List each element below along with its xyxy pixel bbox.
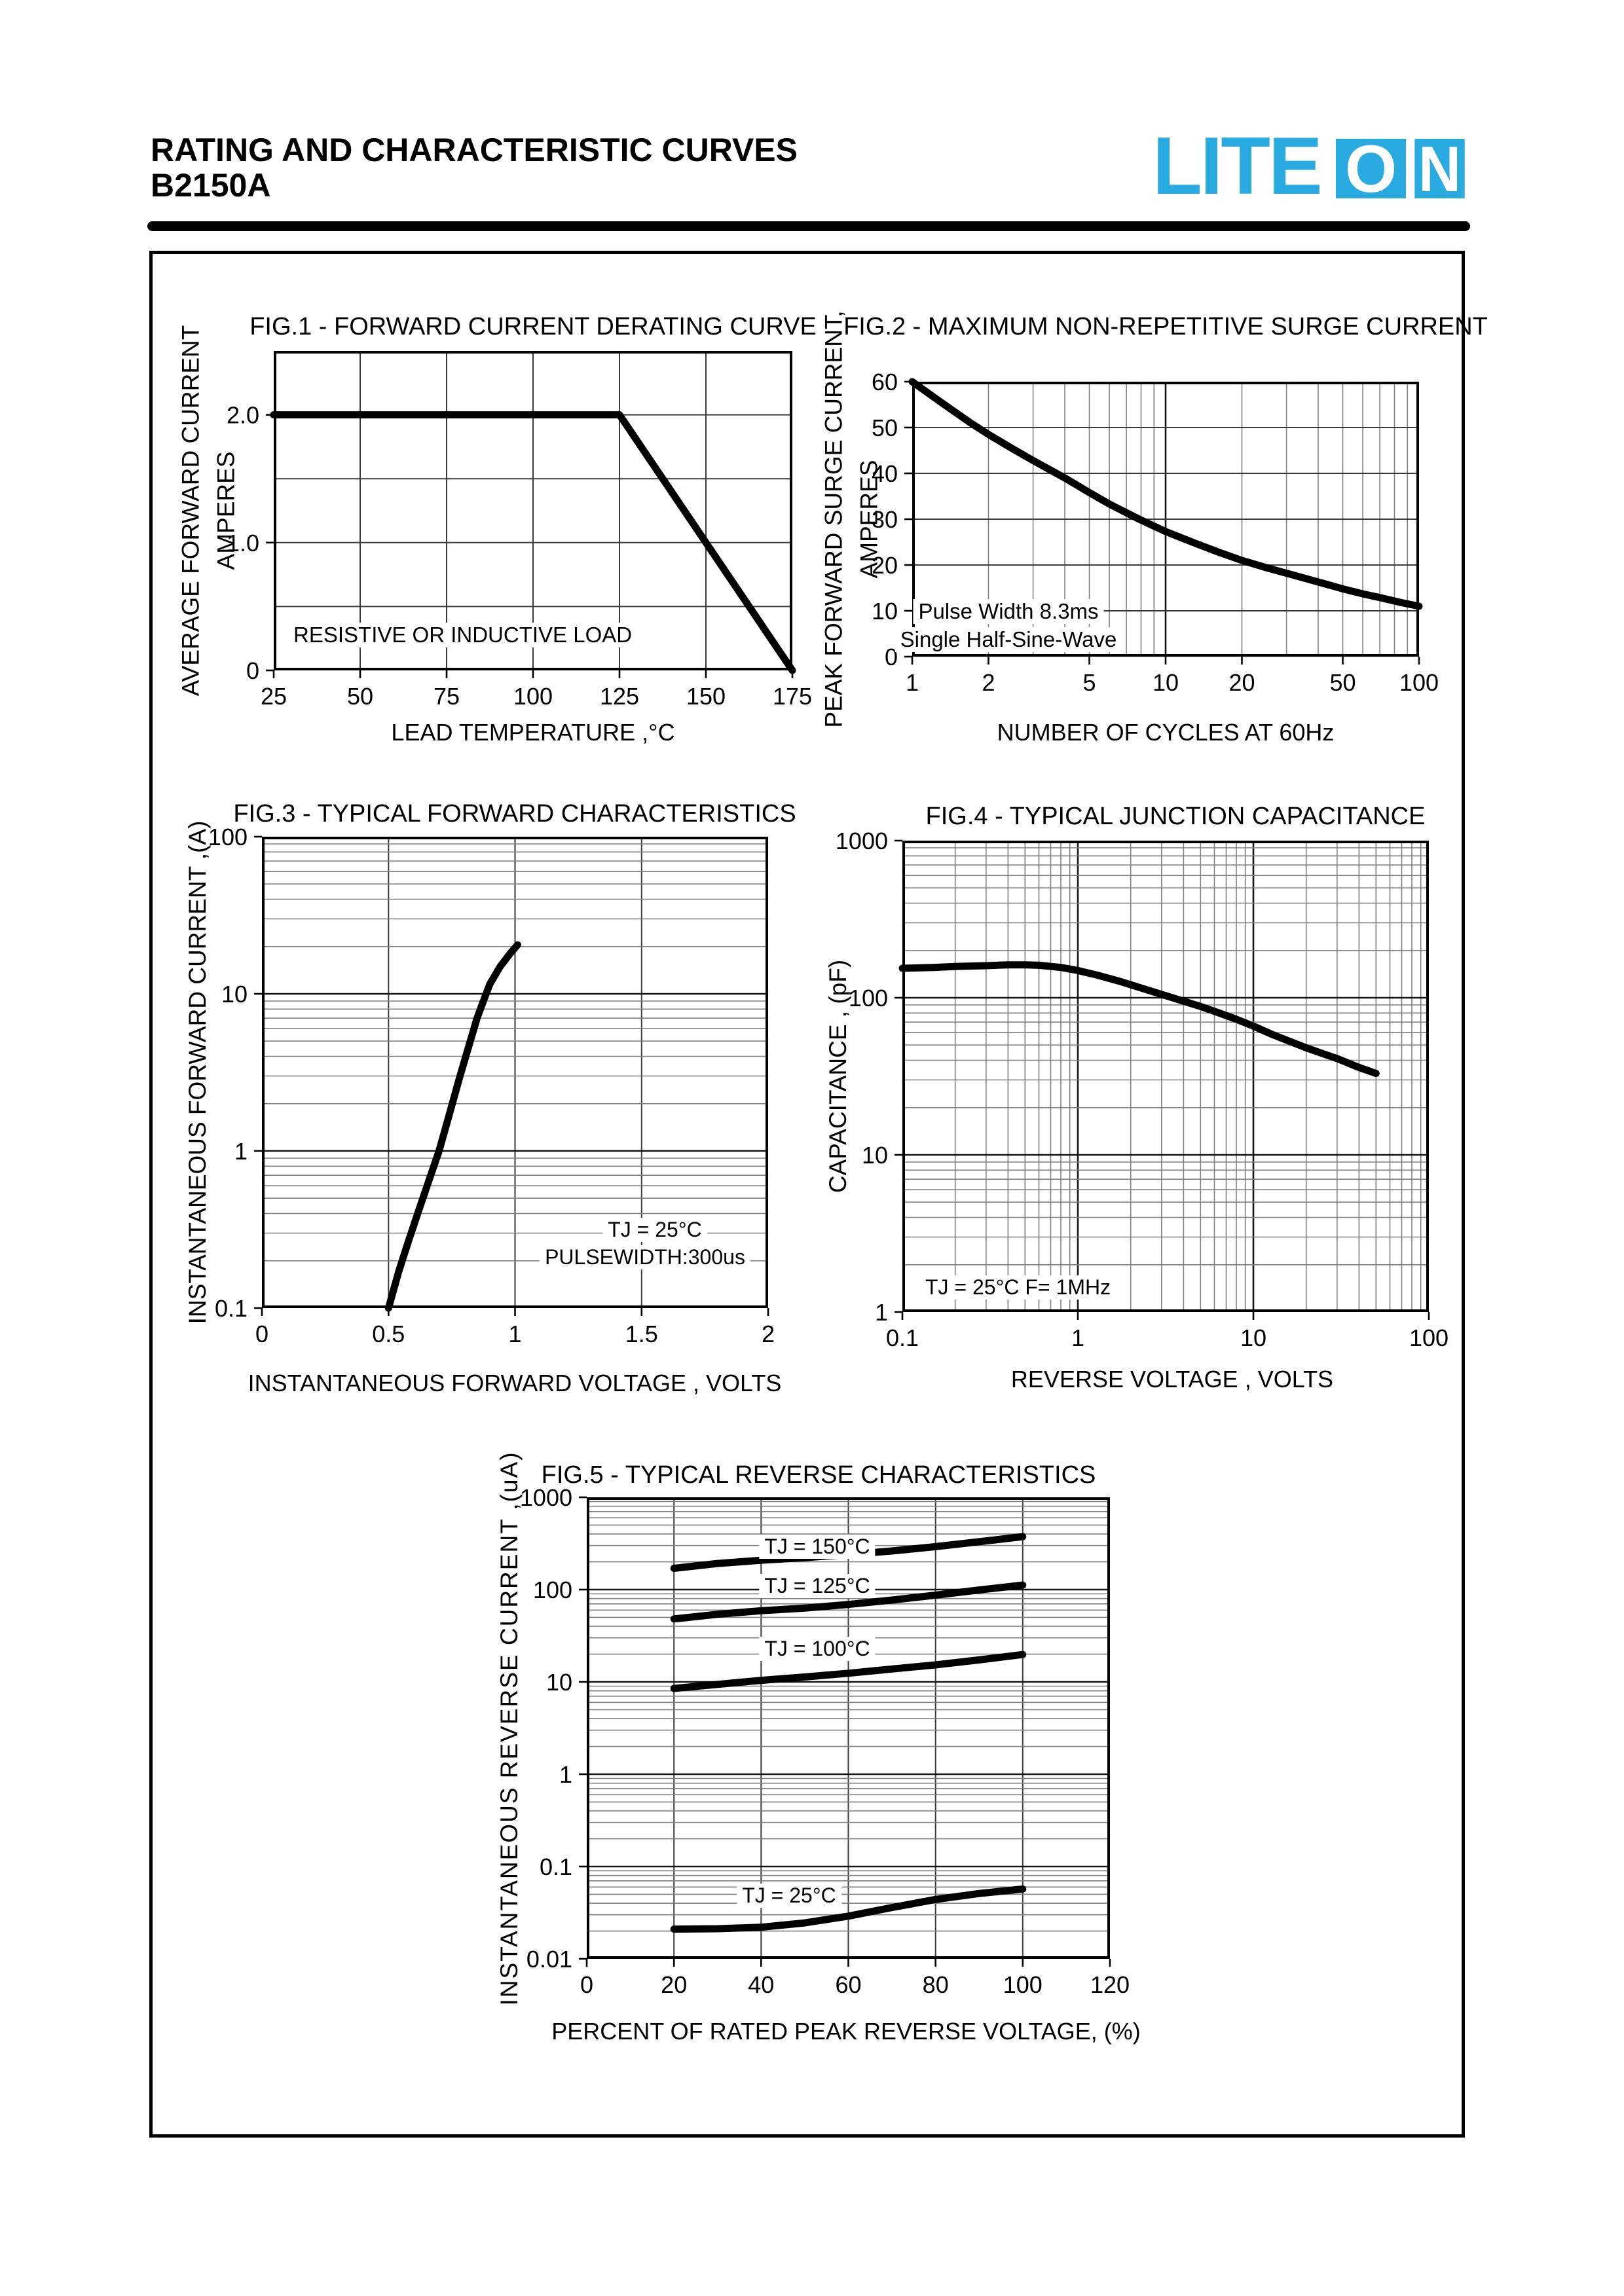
svg-text:1: 1 bbox=[1071, 1324, 1084, 1351]
svg-text:1: 1 bbox=[234, 1138, 248, 1165]
svg-text:0: 0 bbox=[885, 644, 898, 670]
svg-text:10: 10 bbox=[546, 1669, 572, 1696]
svg-text:150: 150 bbox=[686, 683, 726, 710]
svg-text:1: 1 bbox=[508, 1321, 521, 1347]
fig2-xaxis-title: NUMBER OF CYCLES AT 60Hz bbox=[997, 719, 1335, 746]
svg-text:100: 100 bbox=[513, 683, 553, 710]
fig3-title: FIG.3 - TYPICAL FORWARD CHARACTERISTICS bbox=[233, 800, 796, 828]
svg-text:1: 1 bbox=[559, 1761, 572, 1788]
svg-text:80: 80 bbox=[923, 1971, 949, 1998]
svg-text:0: 0 bbox=[246, 657, 259, 684]
svg-text:1000: 1000 bbox=[520, 1484, 572, 1511]
svg-text:120: 120 bbox=[1090, 1971, 1130, 1998]
svg-text:60: 60 bbox=[835, 1971, 861, 1998]
fig5-curve-label-100c: TJ = 100°C bbox=[759, 1637, 876, 1661]
fig4-xaxis-title: REVERSE VOLTAGE , VOLTS bbox=[1010, 1366, 1334, 1393]
fig5-plot: 0 20 40 60 80 100 120 0.01 0.1 1 10 100 1000 bbox=[520, 1484, 1130, 1998]
svg-text:10: 10 bbox=[221, 981, 248, 1008]
logo-text-lite: LITE bbox=[1153, 121, 1323, 211]
svg-text:2.0: 2.0 bbox=[227, 402, 259, 429]
svg-text:0.1: 0.1 bbox=[215, 1295, 248, 1322]
svg-text:5: 5 bbox=[1082, 669, 1096, 696]
svg-text:1: 1 bbox=[906, 669, 919, 696]
svg-text:50: 50 bbox=[347, 683, 373, 710]
svg-text:1.5: 1.5 bbox=[625, 1321, 658, 1347]
fig1-xaxis-title: LEAD TEMPERATURE ,°C bbox=[391, 719, 675, 746]
fig2-yaxis-title: PEAK FORWARD SURGE CURRENT, AMPERES bbox=[820, 310, 882, 728]
fig5-yaxis-title: INSTANTANEOUS REVERSE CURRENT ,(uA) bbox=[496, 1451, 523, 2006]
svg-text:10: 10 bbox=[1153, 669, 1179, 696]
fig4-tj-note: TJ = 25°C F= 1MHz bbox=[920, 1275, 1116, 1300]
svg-text:100: 100 bbox=[1003, 1971, 1043, 1998]
svg-text:0.5: 0.5 bbox=[372, 1321, 405, 1347]
svg-text:1: 1 bbox=[875, 1299, 888, 1326]
svg-text:50: 50 bbox=[1329, 669, 1356, 696]
svg-text:60: 60 bbox=[872, 369, 898, 395]
fig1-yaxis-title: AVERAGE FORWARD CURRENT AMPERES bbox=[177, 325, 239, 697]
svg-text:10: 10 bbox=[872, 598, 898, 625]
fig4-title: FIG.4 - TYPICAL JUNCTION CAPACITANCE bbox=[925, 803, 1426, 830]
svg-text:0: 0 bbox=[580, 1971, 593, 1998]
svg-text:100: 100 bbox=[208, 824, 248, 850]
figures-frame bbox=[149, 251, 1465, 2138]
svg-text:1000: 1000 bbox=[836, 828, 888, 854]
fig5-curve-label-150c: TJ = 150°C bbox=[759, 1535, 876, 1559]
svg-text:0: 0 bbox=[255, 1321, 268, 1347]
fig3-plot: 0 0.5 1 1.5 2 0.1 1 10 100 bbox=[208, 824, 775, 1347]
svg-text:0.1: 0.1 bbox=[886, 1324, 919, 1351]
fig1-load-note: RESISTIVE OR INDUCTIVE LOAD bbox=[288, 623, 638, 647]
page-title: RATING AND CHARACTERISTIC CURVES bbox=[151, 132, 798, 168]
svg-text:2: 2 bbox=[762, 1321, 775, 1347]
svg-text:25: 25 bbox=[261, 683, 287, 710]
svg-text:10: 10 bbox=[862, 1142, 888, 1169]
part-number: B2150A bbox=[151, 167, 271, 204]
fig1-plot: 25 50 75 100 125 150 175 0 1.0 2.0 bbox=[227, 351, 812, 710]
fig2-pulse-note-line1: Pulse Width 8.3ms bbox=[913, 599, 1104, 624]
svg-text:30: 30 bbox=[872, 506, 898, 533]
fig3-yaxis-title: INSTANTANEOUS FORWARD CURRENT ,(A) bbox=[184, 820, 212, 1324]
fig3-xaxis-title: INSTANTANEOUS FORWARD VOLTAGE , VOLTS bbox=[248, 1370, 782, 1396]
svg-text:0.1: 0.1 bbox=[540, 1853, 572, 1880]
svg-text:20: 20 bbox=[872, 552, 898, 579]
header-rule bbox=[147, 221, 1470, 231]
fig5-curve-label-125c: TJ = 125°C bbox=[759, 1574, 876, 1598]
logo-block-o: O bbox=[1336, 136, 1406, 202]
fig4-yaxis-title: CAPACITANCE , (pF) bbox=[824, 959, 852, 1194]
svg-text:40: 40 bbox=[872, 460, 898, 487]
fig3-pulsewidth-note: PULSEWIDTH:300us bbox=[540, 1245, 750, 1269]
svg-text:0.01: 0.01 bbox=[526, 1946, 572, 1973]
fig5-curve-label-25c: TJ = 25°C bbox=[737, 1884, 841, 1908]
svg-text:40: 40 bbox=[748, 1971, 774, 1998]
svg-text:20: 20 bbox=[661, 1971, 687, 1998]
fig3-tj-note: TJ = 25°C bbox=[602, 1218, 707, 1242]
svg-text:100: 100 bbox=[1409, 1324, 1449, 1351]
svg-text:20: 20 bbox=[1228, 669, 1255, 696]
svg-text:50: 50 bbox=[872, 414, 898, 441]
fig5-title: FIG.5 - TYPICAL REVERSE CHARACTERISTICS bbox=[541, 1461, 1096, 1489]
svg-text:100: 100 bbox=[849, 985, 888, 1011]
fig5-xaxis-title: PERCENT OF RATED PEAK REVERSE VOLTAGE, (… bbox=[551, 2018, 1141, 2045]
fig2-title: FIG.2 - MAXIMUM NON-REPETITIVE SURGE CUR… bbox=[843, 313, 1488, 340]
svg-text:10: 10 bbox=[1240, 1324, 1266, 1351]
logo-block-n: N bbox=[1414, 137, 1465, 201]
svg-text:2: 2 bbox=[982, 669, 995, 696]
svg-text:125: 125 bbox=[600, 683, 639, 710]
fig1-title: FIG.1 - FORWARD CURRENT DERATING CURVE bbox=[249, 313, 817, 340]
svg-text:75: 75 bbox=[434, 683, 460, 710]
svg-text:175: 175 bbox=[773, 683, 812, 710]
svg-text:100: 100 bbox=[533, 1576, 572, 1603]
svg-text:1.0: 1.0 bbox=[227, 530, 259, 556]
fig2-pulse-note-line2: Single Half-Sine-Wave bbox=[895, 627, 1122, 652]
svg-text:100: 100 bbox=[1399, 669, 1439, 696]
